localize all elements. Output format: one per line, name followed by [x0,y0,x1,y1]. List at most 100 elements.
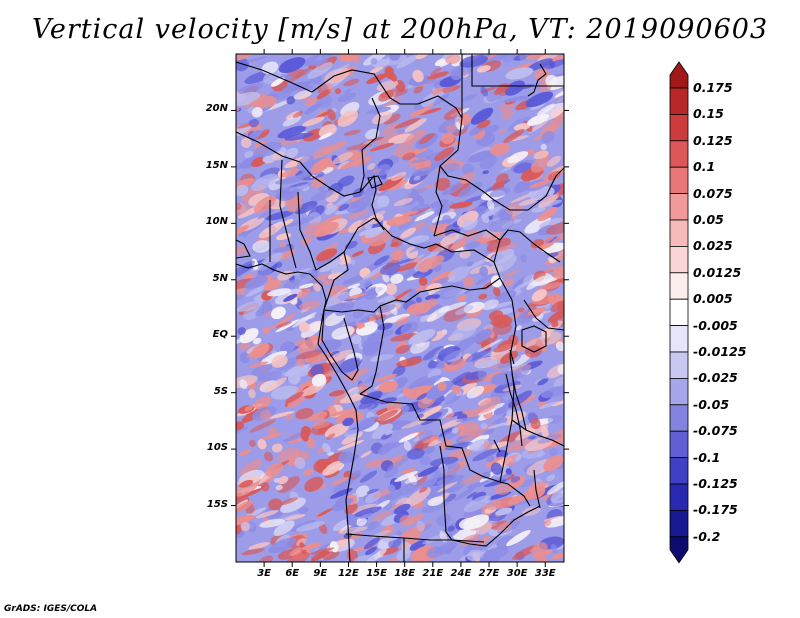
field-cell [366,106,392,114]
lon-label: 3E [257,568,271,579]
field-cell [400,321,419,335]
field-cell [237,83,264,95]
field-cell [345,143,373,151]
field-cell [495,173,509,185]
field-cell [268,498,283,511]
field-cell [286,147,299,159]
field-cell [477,369,487,380]
field-cell [461,220,475,227]
field-cell [323,67,350,84]
lake-mweru [493,439,501,453]
field-cell [317,508,333,517]
lat-label: 20N [205,103,228,115]
field-cell [364,227,384,239]
field-cell [347,208,370,220]
field-cell [548,170,561,181]
field-cell [236,58,249,72]
field-cell [275,313,297,327]
field-cell [280,497,306,513]
field-cell [346,293,367,300]
field-cell [447,266,470,283]
field-cell [425,294,441,301]
field-cell [299,300,321,310]
field-cell [404,118,427,133]
colorbar-label: -0.175 [693,502,738,518]
field-cell [476,396,501,414]
field-cell [404,128,427,145]
field-cell [275,321,292,328]
field-cell [326,82,335,94]
field-cell [304,54,322,65]
field-cell [283,279,301,290]
colorbar-swatch [669,61,689,89]
field-cell [383,113,401,125]
field-cell [449,240,467,252]
field-cell [322,460,344,476]
field-cell [236,202,251,216]
field-cell [514,280,532,290]
field-cell [454,486,476,501]
field-cell [302,128,324,142]
field-cell [450,324,477,341]
field-cell [413,85,424,94]
field-cell [527,435,537,440]
field-cell [343,129,362,136]
field-cell [309,547,335,555]
field-cell [251,173,278,192]
field-cell [480,422,488,430]
field-cell [476,358,502,368]
field-cell [418,133,435,145]
field-cell [385,493,393,500]
field-cell [550,543,559,555]
field-cell [388,484,396,493]
field-cell [466,480,490,489]
colorbar-swatch [669,404,689,432]
field-cell [327,108,336,121]
colorbar-label: 0.125 [693,132,733,148]
field-cell [388,133,415,144]
field-cell [447,358,467,372]
field-cell [492,286,501,297]
field-cell [296,521,325,532]
colorbar-label: 0.05 [693,212,724,227]
field-cell [442,190,456,195]
field-cell [296,288,311,299]
field-cell [287,216,315,227]
field-cell [281,82,300,94]
field-cell [374,409,399,423]
border-cameroon [323,251,381,313]
field-cell [543,519,552,527]
field-cell [458,432,485,442]
field-cell [296,358,305,367]
field-cell [236,260,255,279]
field-cell [310,364,325,377]
field-cell [272,246,293,253]
field-cell [396,54,420,69]
field-cell [501,54,516,63]
field-cell [280,168,300,178]
field-cell [337,110,358,127]
field-cell [338,203,349,212]
field-cell [546,155,562,167]
colorbar-label: -0.1 [693,449,721,465]
field-cell [328,390,346,397]
field-cell [317,83,330,95]
field-cell [248,542,270,550]
field-cell [437,381,447,391]
field-cell [239,448,252,457]
field-cell [345,200,367,213]
field-cell [504,278,515,287]
border-libya-egypt [471,54,564,87]
field-cell [310,189,334,202]
field-cell [539,401,558,409]
field-cell [543,454,564,472]
field-cell [464,495,491,513]
border-sahel [236,131,385,231]
field-cell [331,264,347,275]
field-cell [541,131,555,143]
lat-label: 5N [212,272,228,284]
longitude-ticks [263,49,546,567]
field-cell [236,245,245,253]
field-cell [244,150,254,158]
